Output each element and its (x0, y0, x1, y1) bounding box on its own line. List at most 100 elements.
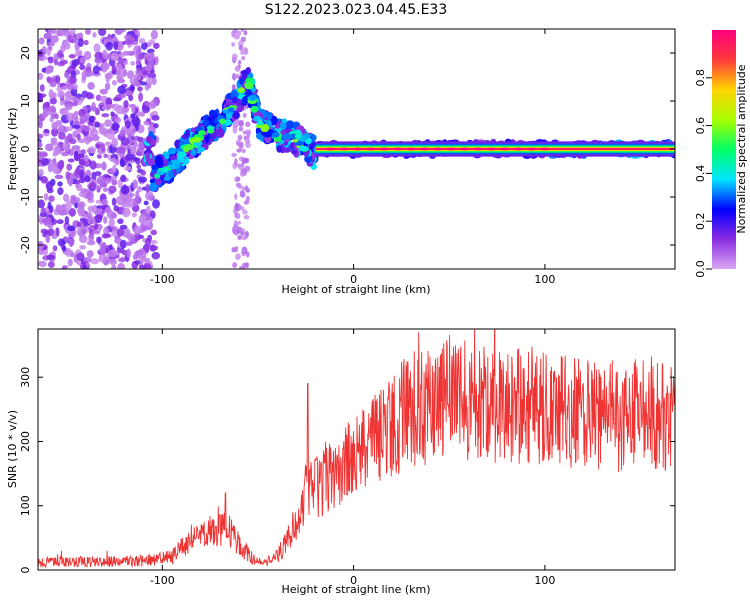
spectrogram-cell (123, 100, 129, 109)
spectrogram-cell (115, 104, 125, 115)
spectrogram-cell (105, 41, 114, 51)
spectrogram-cell (150, 29, 158, 40)
spectrogram-cell (132, 197, 138, 207)
spectrogram-cell (62, 245, 67, 252)
spectrogram-x-tick-label: -100 (150, 273, 175, 286)
spectrogram-cell (113, 41, 119, 51)
spectrogram-cell (352, 147, 363, 151)
spectrogram-cell (143, 221, 151, 227)
spectrogram-cell (231, 84, 236, 92)
spectrogram-cell (76, 221, 83, 228)
snr-x-tick-label: 0 (350, 574, 357, 587)
spectrogram-cell (114, 116, 122, 124)
spectrogram-cell (80, 188, 87, 194)
spectrogram-cell (124, 34, 132, 41)
spectrogram-cell (237, 134, 243, 141)
spectrogram-cell (94, 57, 102, 64)
spectrogram-cell (120, 185, 130, 195)
spectrogram-cell (145, 64, 153, 72)
spectrogram-cell (56, 219, 64, 225)
spectrogram-cell (94, 121, 101, 128)
spectrogram-cell (253, 115, 262, 122)
spectrogram-cell (241, 96, 249, 105)
spectrogram-cell (96, 208, 101, 215)
spectrogram-cell (206, 125, 215, 130)
spectrogram-cell (236, 30, 242, 36)
spectrogram-cell (239, 265, 246, 269)
spectrogram-cell (64, 143, 71, 153)
spectrogram-cell (232, 110, 240, 120)
spectrogram-cell (61, 265, 67, 269)
spectrogram-cell (119, 158, 125, 168)
spectrogram-cell (38, 93, 44, 103)
spectrogram-cell (250, 105, 259, 113)
spectrogram-cell (47, 162, 53, 173)
spectrogram-cell (191, 136, 202, 143)
spectrogram-cell (100, 161, 107, 171)
spectrogram-cell (126, 248, 131, 259)
spectrogram-cell (38, 241, 44, 252)
spectrogram-cell (145, 118, 152, 123)
spectrogram-cell (198, 129, 206, 136)
spectrogram-cell (67, 158, 75, 163)
spectrogram-cell (104, 119, 113, 127)
spectrogram-cell (139, 214, 145, 221)
spectrogram-cell (58, 159, 65, 168)
spectrogram-cell (138, 81, 148, 86)
snr-y-tick-label: 200 (19, 431, 32, 452)
spectrogram-cell (235, 73, 240, 79)
spectrogram-cell (49, 35, 59, 44)
spectrogram-cell (116, 227, 125, 237)
spectrogram-cell (64, 136, 70, 145)
spectrogram-cell (38, 72, 44, 80)
spectrogram-cell (137, 136, 144, 143)
spectrogram-cell (242, 47, 249, 56)
spectrogram-cell (241, 228, 246, 233)
spectrogram-cell (83, 50, 92, 61)
spectrogram-cell (107, 249, 117, 258)
spectrogram-cell (123, 128, 133, 134)
spectrogram-cell (100, 246, 107, 256)
spectrogram-cell (263, 131, 272, 138)
spectrogram-cell (46, 41, 55, 47)
snr-x-tick-label: -100 (150, 574, 175, 587)
spectrogram-cell (499, 147, 510, 151)
spectrogram-cell (60, 209, 70, 216)
spectrogram-cell (68, 54, 77, 59)
spectrogram-cell (48, 105, 56, 113)
spectrogram-cell (78, 158, 86, 166)
spectrogram-cell (83, 125, 92, 132)
spectrogram-cell (60, 108, 69, 116)
snr-y-tick-label: 300 (19, 367, 32, 388)
spectrogram-cell (50, 178, 56, 186)
spectrogram-cell (304, 154, 313, 163)
colorbar-tick-label: 0.0 (694, 260, 707, 278)
spectrogram-cell (119, 129, 126, 137)
spectrogram-cell (266, 112, 273, 120)
spectrogram-cell (73, 83, 78, 90)
spectrogram-cell (79, 114, 89, 123)
spectrogram-cell (238, 45, 244, 51)
spectrogram-cell (168, 164, 178, 170)
spectrogram-cell (63, 193, 70, 203)
spectrogram-cell (245, 200, 250, 205)
spectrogram-cell (94, 171, 102, 177)
spectrogram-cell (145, 205, 151, 215)
spectrogram-cell (241, 249, 246, 257)
spectrogram-cell (111, 122, 120, 132)
spectrogram-cell (59, 99, 65, 106)
snr-x-tick-label: 100 (534, 574, 555, 587)
spectrogram-cell (106, 128, 112, 134)
spectrogram-cell (89, 160, 97, 170)
spectrogram-cell (43, 193, 49, 201)
spectrogram-cell (103, 226, 110, 236)
spectrogram-cell (237, 234, 243, 241)
spectrogram-cell (235, 139, 242, 146)
spectrogram-cell (208, 109, 217, 117)
spectrogram-cell (282, 133, 293, 140)
spectrogram-cell (38, 199, 45, 209)
spectrogram-cell (154, 178, 163, 186)
spectrogram-cell (406, 147, 417, 151)
spectrogram-cell (177, 151, 187, 158)
